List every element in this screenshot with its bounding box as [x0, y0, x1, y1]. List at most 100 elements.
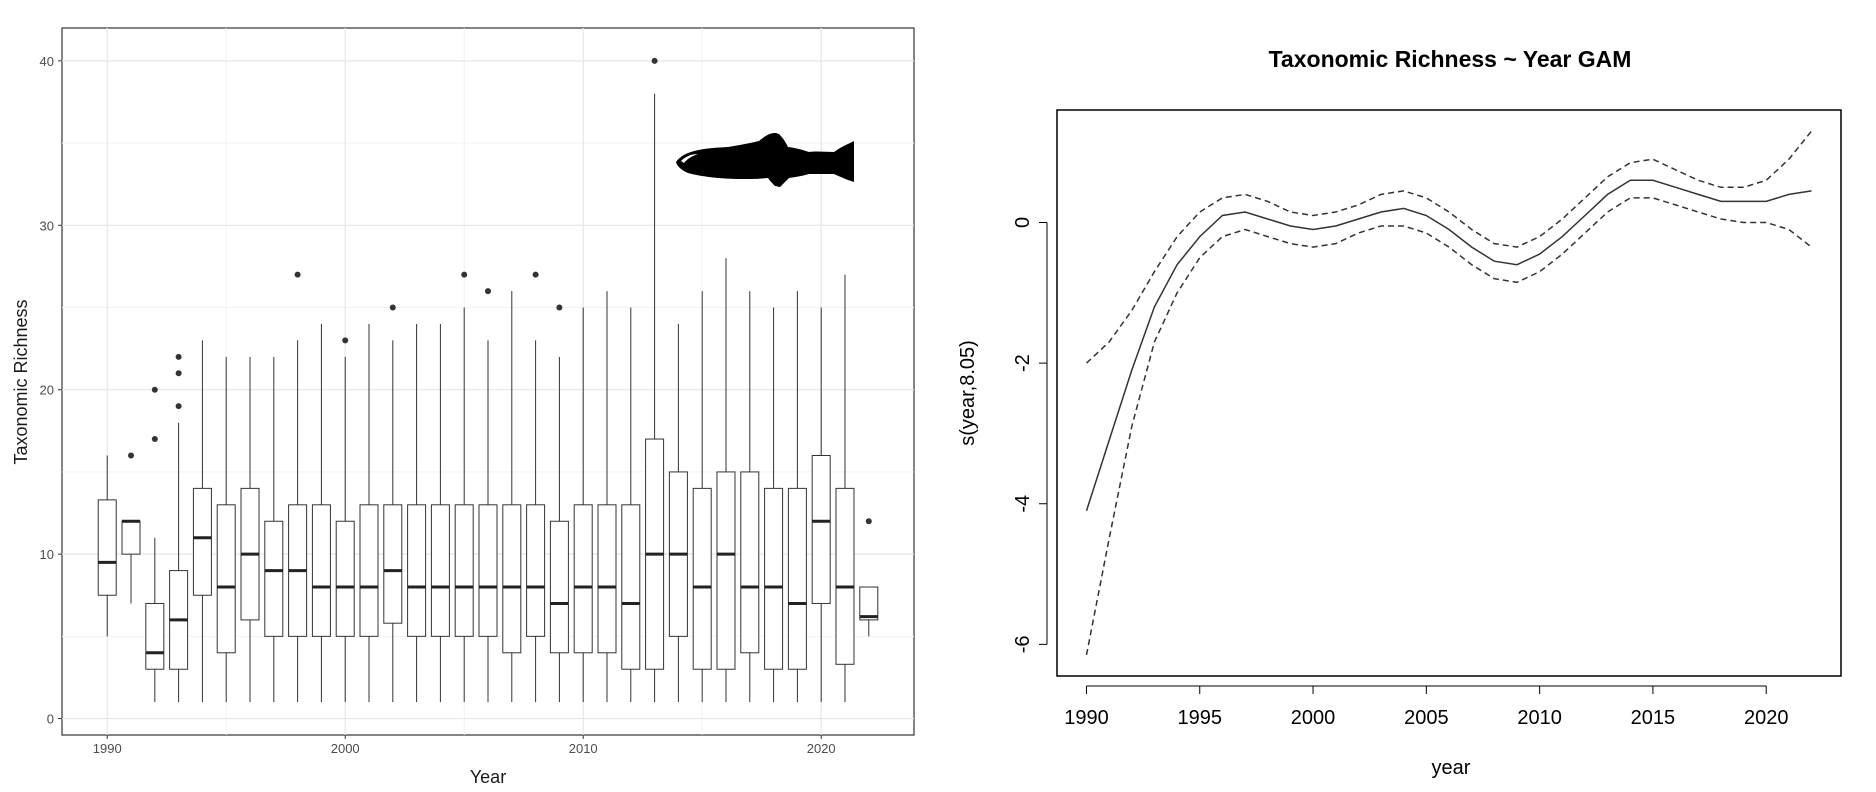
box-iqr: [407, 504, 427, 637]
box-2018: [764, 307, 784, 703]
box-iqr: [573, 504, 593, 654]
box-2020: [811, 307, 831, 703]
x-tick-label: 2000: [1291, 707, 1336, 729]
box-2011: [597, 291, 617, 703]
box-iqr: [311, 504, 331, 637]
box-2019: [787, 291, 807, 703]
x-tick-label: 1995: [1178, 707, 1223, 729]
box-iqr: [787, 487, 807, 670]
gam-chart-title: Taxonomic Richness ~ Year GAM: [1269, 46, 1632, 72]
outlier-point: [485, 288, 491, 295]
y-tick-label: 30: [40, 218, 54, 233]
y-tick-label: 0: [47, 712, 54, 727]
confidence-band-line: [1085, 197, 1812, 656]
gam-plot-box: [1056, 109, 1842, 677]
outlier-point: [865, 518, 872, 525]
outlier-point: [128, 452, 135, 459]
y-tick-label: -4: [1012, 495, 1034, 513]
outlier-point: [151, 436, 158, 443]
smooth-line: [1085, 179, 1812, 512]
box-2003: [407, 323, 427, 703]
box-2005: [454, 271, 474, 703]
box-iqr: [192, 487, 212, 596]
box-1993: [169, 353, 189, 703]
box-1995: [216, 356, 236, 703]
y-tick-label: 0: [1012, 217, 1034, 228]
box-2010: [573, 307, 593, 703]
outlier-point: [532, 271, 539, 278]
x-tick-label: 2015: [1631, 707, 1676, 729]
box-2021: [835, 274, 855, 703]
right-y-axis-label: s(year,8.05): [957, 340, 979, 446]
box-2014: [668, 323, 688, 703]
outlier-point: [175, 353, 182, 360]
box-iqr: [359, 504, 379, 637]
box-2002: [383, 304, 403, 703]
x-tick-label: 1990: [1064, 707, 1109, 729]
left-x-axis-label: Year: [470, 767, 506, 787]
outlier-point: [556, 304, 563, 311]
box-iqr: [121, 520, 141, 555]
box-1992: [145, 386, 165, 703]
x-tick-label: 1990: [93, 741, 122, 756]
box-2016: [716, 258, 736, 703]
box-2015: [692, 291, 712, 703]
x-tick-label: 2005: [1404, 707, 1449, 729]
box-1997: [264, 356, 284, 703]
x-tick-label: 2010: [1517, 707, 1562, 729]
box-2012: [621, 307, 641, 703]
box-2009: [549, 304, 569, 703]
outlier-point: [389, 304, 396, 311]
box-1999: [311, 323, 331, 703]
outlier-point: [175, 403, 182, 410]
outlier-point: [461, 271, 468, 278]
box-1994: [192, 340, 212, 703]
box-iqr: [859, 586, 879, 621]
outlier-point: [151, 386, 158, 393]
confidence-band-line: [1085, 130, 1813, 364]
box-iqr: [764, 487, 784, 670]
y-tick-label: -6: [1012, 635, 1034, 653]
boxplot-chart: 0 10 20 30 40 1990 2000 2010 2020 Year Taxonomi…: [11, 27, 915, 787]
box-2022: [859, 518, 879, 637]
right-x-axis-label: year: [1432, 757, 1471, 779]
fish-silhouette-icon: [676, 132, 854, 187]
box-2001: [359, 323, 379, 703]
x-tick-label: 2020: [807, 741, 836, 756]
y-tick-label: -2: [1012, 354, 1034, 372]
box-iqr: [621, 504, 641, 670]
box-iqr: [383, 504, 403, 624]
y-tick-label: 40: [40, 54, 54, 69]
box-iqr: [478, 504, 498, 637]
box-iqr: [692, 487, 712, 670]
box-1990: [97, 455, 117, 637]
outlier-point: [342, 337, 349, 344]
box-iqr: [430, 504, 450, 637]
y-tick-label: 20: [40, 383, 54, 398]
box-2000: [335, 337, 355, 703]
box-iqr: [526, 504, 546, 637]
box-iqr: [811, 454, 831, 604]
box-2007: [502, 291, 522, 703]
box-iqr: [740, 471, 760, 654]
left-y-axis-label: Taxonomic Richness: [11, 299, 31, 464]
box-1991: [121, 452, 141, 604]
box-iqr: [502, 504, 522, 654]
box-2013: [645, 57, 665, 703]
box-iqr: [216, 504, 236, 654]
box-iqr: [97, 499, 117, 596]
box-2006: [478, 288, 498, 703]
box-iqr: [835, 487, 855, 665]
outlier-point: [175, 370, 182, 377]
box-1996: [240, 356, 260, 703]
box-iqr: [549, 520, 569, 654]
x-tick-label: 2000: [331, 741, 360, 756]
outlier-point: [651, 57, 658, 64]
box-iqr: [264, 520, 284, 637]
box-iqr: [335, 520, 355, 637]
box-2004: [430, 323, 450, 703]
box-iqr: [454, 504, 474, 637]
outlier-point: [294, 271, 301, 278]
y-tick-label: 10: [40, 547, 54, 562]
box-2017: [740, 291, 760, 703]
